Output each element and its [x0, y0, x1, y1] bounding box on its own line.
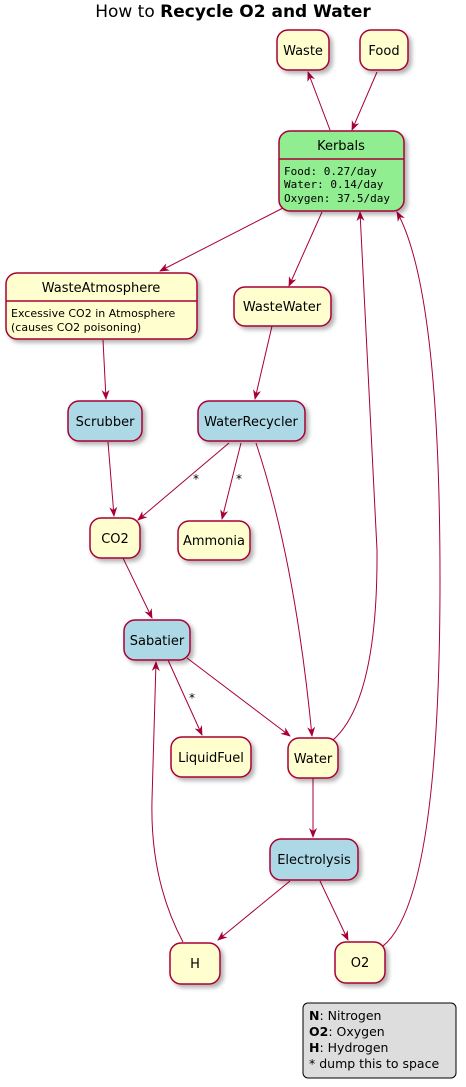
waste-atmosphere-desc-line2: (causes CO2 poisoning) [11, 321, 141, 334]
node-electrolysis-label: Electrolysis [277, 853, 351, 868]
node-water-recycler: WaterRecycler [197, 400, 306, 442]
legend-oxygen: O2: Oxygen [309, 1024, 385, 1039]
node-waste-atmosphere-label: WasteAtmosphere [42, 281, 161, 296]
diagram-title: How to Recycle O2 and Water [95, 2, 371, 22]
edge-label-ammonia-dump: * [236, 472, 242, 486]
edge-o2-kerbals [382, 211, 441, 947]
node-liquid-fuel: LiquidFuel [170, 736, 252, 778]
node-water-recycler-label: WaterRecycler [204, 415, 298, 430]
edge-kerbals-wastewater [288, 211, 323, 287]
node-scrubber: Scrubber [67, 400, 143, 442]
kerbals-food-rate: Food: 0.27/day [284, 165, 377, 178]
edge-label-co2-dump: * [193, 472, 199, 486]
edge-wastewater-waterrecycler [253, 325, 273, 400]
node-electrolysis: Electrolysis [269, 838, 359, 881]
edge-waterrecycler-ammonia [220, 442, 242, 520]
kerbals-water-rate: Water: 0.14/day [284, 178, 384, 191]
edge-kerbals-waste [307, 71, 331, 131]
edge-kerbals-wasteatmosphere [159, 207, 284, 272]
edge-label-liquidfuel-dump: * [189, 691, 195, 705]
edge-sabatier-water [186, 657, 291, 737]
node-ammonia: Ammonia [177, 520, 251, 561]
edge-scrubber-co2 [107, 441, 118, 517]
node-liquid-fuel-label: LiquidFuel [178, 751, 244, 766]
node-ammonia-label: Ammonia [183, 534, 245, 549]
node-water-label: Water [294, 752, 333, 767]
waste-atmosphere-desc-line1: Excessive CO2 in Atmosphere [11, 307, 176, 320]
node-h: H [169, 942, 221, 985]
edge-waterrecycler-water [255, 442, 316, 737]
legend-dump-note: * dump this to space [309, 1056, 439, 1071]
node-kerbals-label: Kerbals [317, 139, 365, 154]
edge-waterrecycler-co2 [137, 442, 230, 521]
node-co2: CO2 [89, 517, 141, 559]
node-kerbals: Kerbals Food: 0.27/day Water: 0.14/day O… [278, 130, 405, 212]
edge-electrolysis-o2 [319, 880, 349, 941]
legend: N: Nitrogen O2: Oxygen H: Hydrogen * dum… [302, 1002, 457, 1079]
legend-nitrogen: N: Nitrogen [309, 1008, 381, 1023]
edge-electrolysis-h [217, 880, 291, 941]
node-sabatier: Sabatier [123, 619, 191, 661]
node-co2-label: CO2 [101, 532, 129, 547]
legend-hydrogen: H: Hydrogen [309, 1040, 388, 1055]
edge-water-kerbals [332, 211, 378, 741]
node-waste-water-label: WasteWater [243, 300, 322, 315]
node-h-label: H [190, 957, 200, 972]
edge-sabatier-liquidfuel [167, 659, 203, 736]
node-waste-water: WasteWater [233, 286, 332, 327]
node-waste-atmosphere: WasteAtmosphere Excessive CO2 in Atmosph… [5, 272, 198, 340]
kerbals-oxygen-rate: Oxygen: 37.5/day [284, 192, 390, 205]
node-waste-label: Waste [283, 44, 323, 59]
edge-wasteatmosphere-scrubber [101, 339, 110, 400]
edges [101, 71, 441, 947]
node-water: Water [287, 737, 339, 779]
edge-co2-sabatier [122, 557, 153, 619]
node-waste: Waste [276, 29, 330, 71]
node-o2: O2 [334, 941, 386, 984]
node-scrubber-label: Scrubber [76, 415, 135, 430]
edge-food-kerbals [351, 71, 378, 131]
edge-h-sabatier [151, 661, 184, 943]
node-food: Food [359, 29, 409, 71]
node-o2-label: O2 [351, 956, 370, 971]
node-sabatier-label: Sabatier [130, 634, 185, 649]
node-food-label: Food [368, 44, 399, 59]
